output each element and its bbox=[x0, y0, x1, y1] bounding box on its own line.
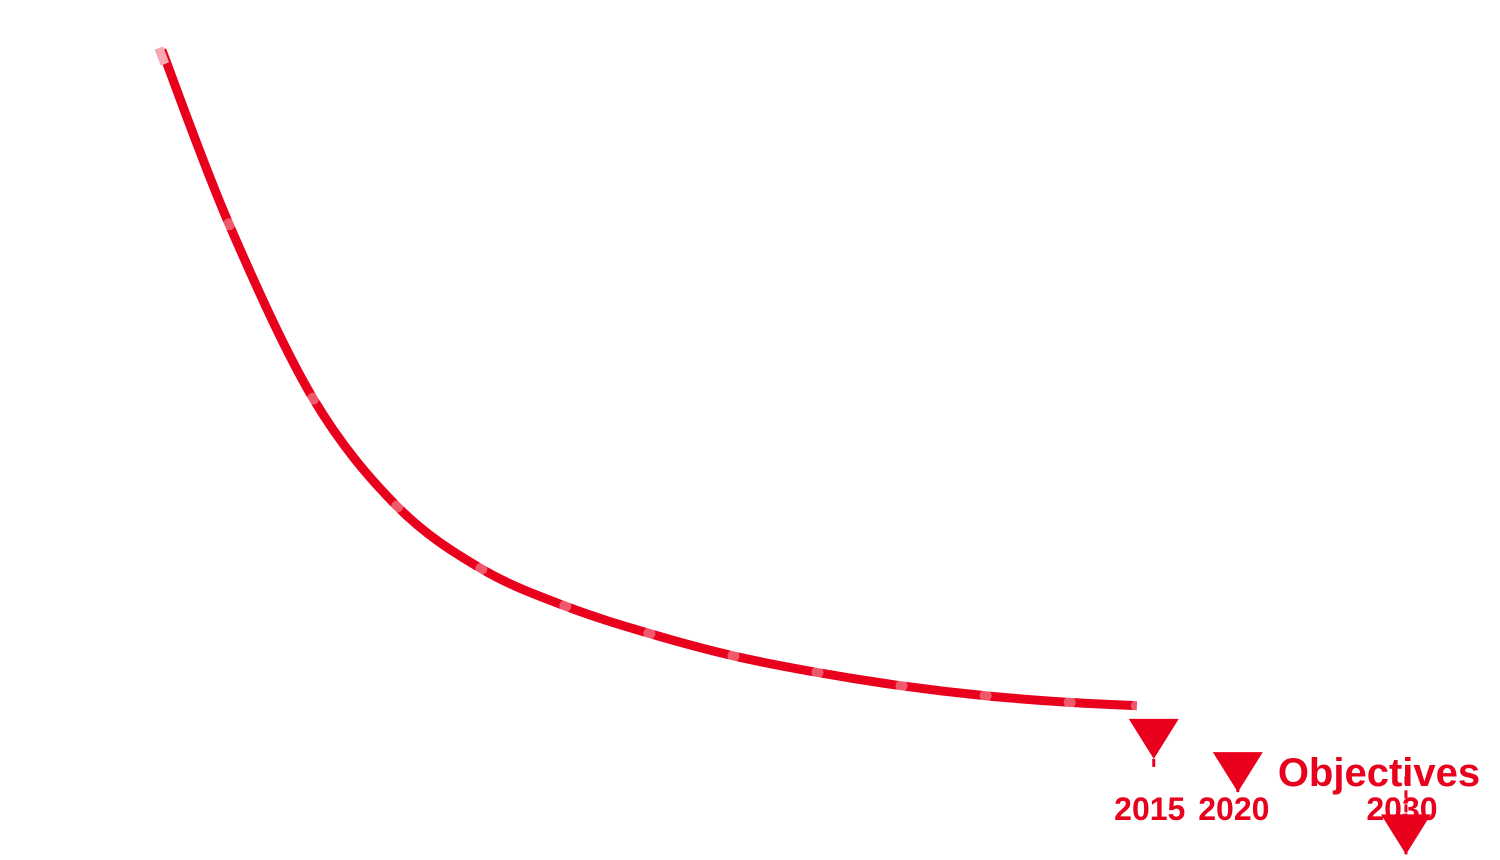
objective-year-label-2030: 2030 bbox=[1366, 791, 1437, 827]
trend-point bbox=[1130, 699, 1143, 712]
objectives-legend-label: Objectives bbox=[1278, 751, 1480, 795]
trend-point bbox=[643, 627, 656, 640]
trend-point bbox=[475, 562, 488, 575]
trend-line bbox=[157, 48, 1138, 711]
trend-point bbox=[307, 392, 320, 405]
legend-layer: Objectives bbox=[1278, 751, 1480, 795]
trend-point bbox=[1063, 696, 1076, 709]
trend-line-start bbox=[154, 46, 170, 66]
trend-point bbox=[559, 600, 572, 613]
objectives-layer: 2015 2020 2030 bbox=[1114, 718, 1438, 855]
curve-layer bbox=[154, 46, 1143, 712]
trend-point bbox=[979, 689, 992, 702]
trend-point bbox=[223, 218, 236, 231]
trend-point bbox=[895, 679, 908, 692]
trend-point bbox=[391, 500, 404, 513]
trend-point bbox=[811, 666, 824, 679]
objective-year-label-2015: 2015 bbox=[1114, 791, 1185, 827]
objective-year-label-2020: 2020 bbox=[1198, 791, 1269, 827]
objective-marker-2015 bbox=[1128, 718, 1179, 759]
trend-point bbox=[727, 649, 740, 662]
